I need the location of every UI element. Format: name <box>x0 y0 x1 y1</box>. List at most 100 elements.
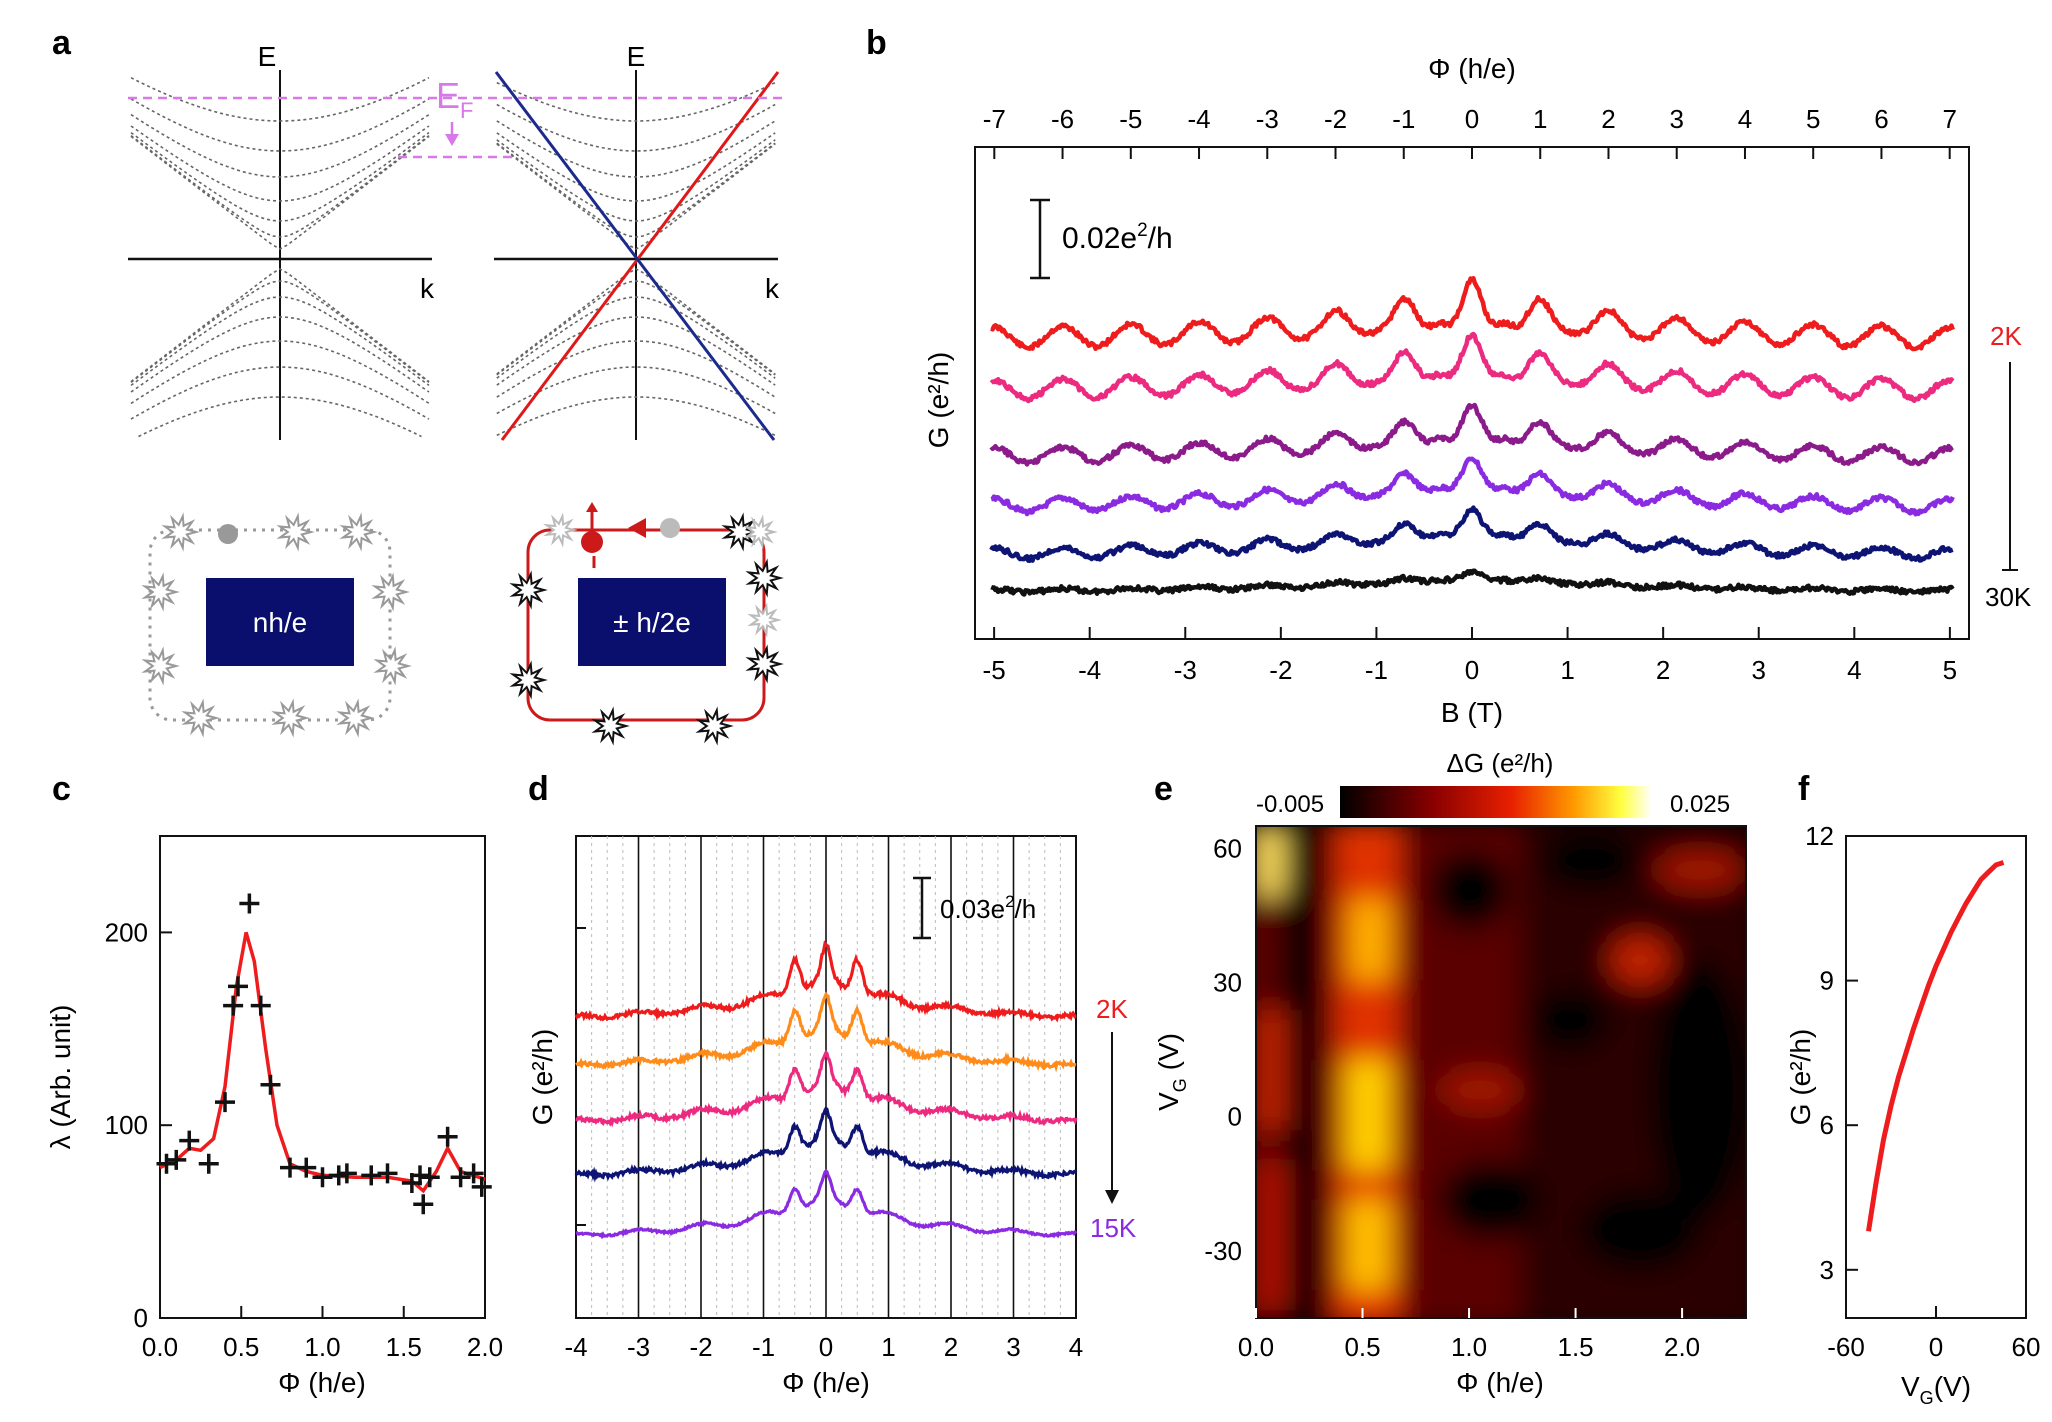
data-point-marker <box>471 1176 492 1197</box>
conduction-subband <box>130 125 430 202</box>
valence-subband <box>496 340 776 398</box>
panel-b-temp-bottom: 30K <box>1985 582 2032 612</box>
panel-f: f -60 0 60 12 9 6 3 VG(V) G (e²/h) <box>1785 770 2040 1408</box>
topological-loop-schematic: ± h/2e <box>509 502 784 746</box>
panel-b-ticks: -5 -4 -3 -2 -1 0 1 2 3 4 5 -7 -6 -5 -4 -3 -2 -1 0 1 2 3 4 5 6 7 <box>983 104 1958 685</box>
panel-e-label: e <box>1154 770 1173 808</box>
momentum-axis-label-right: k <box>765 273 780 304</box>
panel-c-xlabel: Φ (h/e) <box>278 1367 366 1398</box>
colorbar-min-label: -0.005 <box>1256 791 1324 818</box>
valence-subband <box>130 366 430 420</box>
panel-d-temp-arrowhead <box>1105 1190 1119 1204</box>
data-point-marker <box>413 1194 434 1215</box>
panel-b-xtick-label: 3 <box>1751 655 1765 685</box>
panel-e-xtick-label: 1.5 <box>1557 1332 1593 1362</box>
heatmap-hotspot <box>1256 826 1284 896</box>
data-point-marker <box>166 1149 187 1170</box>
panel-e-ylabel-main: V <box>1153 1092 1184 1111</box>
panel-e-ylabel: VG (V) <box>1153 1033 1190 1111</box>
panel-f-xtick-label: 0 <box>1929 1332 1943 1362</box>
panel-b-xtick-label: 4 <box>1847 655 1861 685</box>
scatterer-icon <box>336 698 375 738</box>
panel-c-xtick-label: 0.5 <box>223 1332 259 1362</box>
panel-c-ticks: 0.0 0.5 1.0 1.5 2.0 0 100 200 <box>105 917 503 1362</box>
panel-d-xtick-label: -3 <box>627 1332 650 1362</box>
panel-d-xtick-label: 0 <box>819 1332 833 1362</box>
panel-b-x2tick-label: 5 <box>1806 104 1820 134</box>
data-point-marker <box>377 1163 398 1184</box>
panel-c-ylabel: λ (Arb. unit) <box>45 1005 76 1150</box>
panel-d-xtick-label: -2 <box>689 1332 712 1362</box>
data-point-marker <box>450 1167 471 1188</box>
heatmap-dark-spot <box>1540 830 1640 890</box>
conduction-subband <box>496 120 776 178</box>
data-point-marker <box>179 1130 200 1151</box>
conduction-subband <box>496 142 776 238</box>
spin-up-arrowhead <box>586 502 598 512</box>
data-point-marker <box>198 1153 219 1174</box>
electron-icon <box>218 524 238 544</box>
panel-e-xtick-label: 1.0 <box>1451 1332 1487 1362</box>
trivial-loop-schematic: nh/e <box>141 512 412 738</box>
data-point-marker <box>312 1167 333 1188</box>
panel-b-x2tick-label: -6 <box>1051 104 1074 134</box>
data-point-marker <box>419 1167 440 1188</box>
panel-f-ytick-label: 9 <box>1820 966 1834 996</box>
trace-T4 <box>990 456 1955 517</box>
conduction-subband <box>496 143 776 250</box>
panel-b-scalebar-label: 0.02e2/h <box>1062 220 1173 255</box>
panel-b-frame <box>974 146 1970 640</box>
conduction-subband <box>130 131 430 222</box>
trace-T2 <box>989 331 1955 404</box>
trivial-band-diagram <box>128 70 432 440</box>
panel-c: c 0.0 0.5 1.0 1.5 2.0 0 100 200 Φ (h/e) λ (Arb.… <box>45 770 503 1398</box>
panel-b-x2tick-label: 1 <box>1533 104 1547 134</box>
panel-d-temp-bottom: 15K <box>1090 1213 1137 1243</box>
heatmap-bright-spot <box>1440 1070 1520 1110</box>
panel-f-ytick-label: 6 <box>1820 1110 1834 1140</box>
trace-T4 <box>574 1105 1078 1183</box>
panel-b-label: b <box>866 24 887 62</box>
heatmap-region <box>1256 1010 1286 1130</box>
energy-axis-label-left: E <box>258 41 277 72</box>
panel-b-x2tick-label: -7 <box>983 104 1006 134</box>
conduction-subband <box>130 98 430 152</box>
panel-b-ylabel: G (e²/h) <box>923 352 954 448</box>
data-point-marker <box>361 1165 382 1186</box>
scatterer-icon <box>339 512 378 552</box>
panel-e: e ΔG (e²/h) -0.005 0.025 <box>1153 748 1747 1398</box>
panel-d-xtick-label: -1 <box>752 1332 775 1362</box>
heatmap-dark-spot <box>1580 1190 1700 1270</box>
panel-a: a E E k k EF nh/e ± h/2e <box>52 24 784 746</box>
trace-T3 <box>989 402 1954 467</box>
panel-d-ticks: -4 -3 -2 -1 0 1 2 3 4 <box>564 927 1083 1362</box>
valence-subband <box>496 280 776 376</box>
scatterer-icons-left <box>141 512 412 738</box>
valence-subband <box>496 296 776 379</box>
scatterer-icon <box>141 646 180 686</box>
panel-d-xlabel: Φ (h/e) <box>782 1367 870 1398</box>
panel-c-xtick-label: 1.5 <box>386 1332 422 1362</box>
valence-subband <box>130 340 430 405</box>
panel-f-plot <box>1866 860 2005 1232</box>
conduction-subband <box>130 113 430 178</box>
panel-b-x2tick-label: -5 <box>1119 104 1142 134</box>
panel-b-x2tick-label: -1 <box>1392 104 1415 134</box>
data-point-marker <box>250 995 271 1016</box>
scatterer-icon <box>276 512 315 552</box>
panel-e-xlabel: Φ (h/e) <box>1456 1367 1544 1398</box>
trace-15K <box>575 1168 1078 1240</box>
trivial-loop-box <box>206 578 354 666</box>
topological-loop-label: ± h/2e <box>613 607 691 638</box>
panel-a-label: a <box>52 24 72 62</box>
panel-b-x2tick-label: 2 <box>1601 104 1615 134</box>
data-point-marker <box>215 1092 235 1113</box>
conductance-curve <box>1866 860 2005 1232</box>
scatterer-icon <box>695 706 734 746</box>
scatterer-icon <box>743 514 778 550</box>
panel-b-xtick-label: 5 <box>1943 655 1957 685</box>
fit-curve <box>159 931 486 1194</box>
fermi-energy-label: EF <box>436 75 473 123</box>
panel-b-x2tick-label: 3 <box>1669 104 1683 134</box>
panel-b-xtick-label: 2 <box>1656 655 1670 685</box>
